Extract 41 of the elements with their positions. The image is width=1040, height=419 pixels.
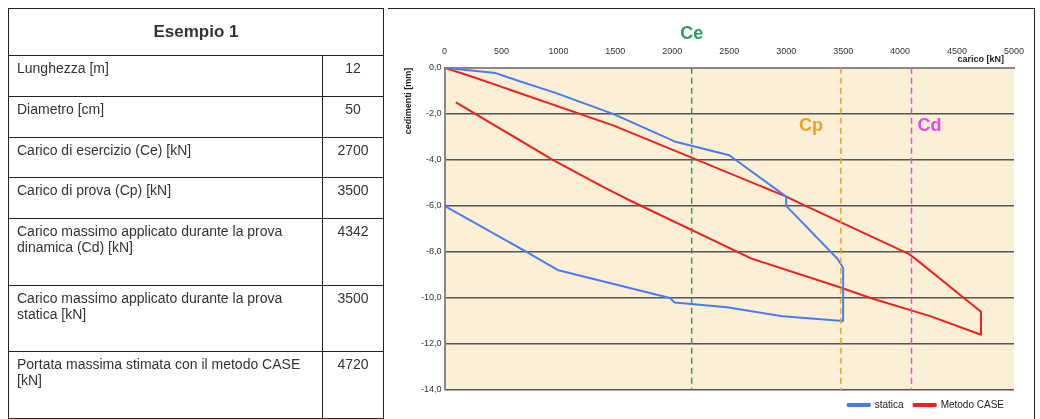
x-axis-title: carico [kN]: [957, 54, 1004, 65]
x-tick-label: 0: [442, 45, 448, 56]
x-tick-label: 5000: [1003, 45, 1025, 56]
text: 4342: [322, 218, 384, 286]
y-tick-label: -2,0: [426, 108, 442, 119]
y-tick-label: -8,0: [426, 246, 442, 257]
text: Portata massima stimata con il metodo CASE [kN]: [8, 351, 323, 419]
text: Diametro [cm]: [8, 96, 323, 138]
y-tick-label: 0,0: [429, 62, 442, 73]
x-tick-label: 1000: [548, 45, 569, 56]
text: 3500: [322, 285, 384, 352]
y-tick-label: -14,0: [421, 384, 442, 395]
text: Carico di esercizio (Ce) [kN]: [8, 137, 323, 178]
text: Carico massimo applicato durante la prova dinamica (Cd) [kN]: [8, 218, 323, 286]
text: Lunghezza [m]: [8, 55, 323, 97]
text: 2700: [322, 137, 384, 178]
x-tick-label: 4000: [890, 45, 911, 56]
text: Carico di prova (Cp) [kN]: [8, 177, 323, 219]
text: 4720: [322, 351, 384, 419]
text: Esempio 1: [8, 8, 384, 56]
legend-label: statica: [874, 398, 905, 410]
y-tick-label: -4,0: [426, 154, 442, 165]
x-tick-label: 2500: [719, 45, 740, 56]
x-tick-label: 4500: [947, 45, 968, 56]
ref-line-label: Ce: [680, 22, 704, 43]
x-tick-label: 3500: [833, 45, 854, 56]
y-axis-title: cedimenti [mm]: [403, 67, 413, 135]
y-tick-label: -10,0: [421, 292, 442, 303]
text: 50: [322, 96, 384, 138]
ref-line-label: Cp: [798, 114, 823, 135]
x-tick-label: 2000: [662, 45, 683, 56]
legend-label: Metodo CASE: [940, 398, 1005, 410]
x-tick-label: 500: [493, 45, 509, 56]
x-tick-label: 3000: [776, 45, 797, 56]
y-tick-label: -6,0: [426, 200, 442, 211]
y-tick-label: -12,0: [421, 338, 442, 349]
x-tick-label: 1500: [605, 45, 626, 56]
text: 3500: [322, 177, 384, 219]
ref-line-label: Cd: [917, 114, 942, 135]
text: 12: [322, 55, 384, 97]
text: Carico massimo applicato durante la prova statica [kN]: [8, 285, 323, 352]
